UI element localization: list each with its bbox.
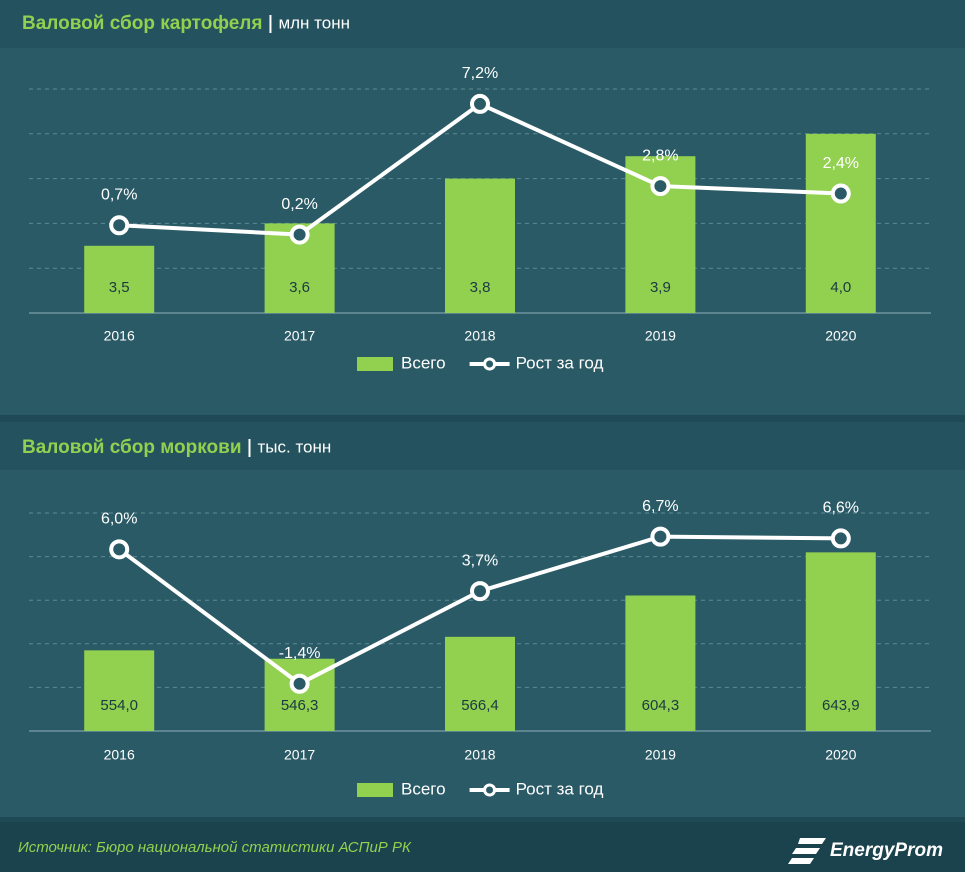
line-value-label: 0,2%	[281, 196, 317, 213]
x-tick-label: 2016	[104, 328, 135, 344]
x-tick-label: 2017	[284, 747, 315, 763]
chart-title: Валовой сбор картофеля	[22, 13, 262, 34]
bar-value-label: 604,3	[642, 697, 680, 714]
legend-marker	[483, 783, 497, 797]
line-point	[109, 539, 130, 560]
line-value-label: 6,0%	[101, 511, 137, 528]
bar-value-label: 3,9	[650, 279, 671, 296]
bar	[805, 133, 876, 313]
bar-value-label: 3,8	[470, 279, 491, 296]
header-band	[0, 0, 965, 48]
chart-title: Валовой сбор моркови	[22, 437, 242, 458]
chart-unit: млн тонн	[278, 13, 350, 32]
line-value-label: 7,2%	[462, 65, 498, 82]
line-value-label: 2,8%	[642, 147, 678, 164]
x-tick-label: 2017	[284, 328, 315, 344]
legend-marker	[483, 357, 497, 371]
bar-value-label: 546,3	[281, 697, 319, 714]
logo: EnergyProm	[788, 838, 943, 864]
source: Источник: Бюро национальной статистики А…	[18, 839, 412, 856]
line-value-label: 6,7%	[642, 498, 678, 515]
line-point	[289, 673, 310, 694]
bar-value-label: 4,0	[830, 279, 851, 296]
x-tick-label: 2020	[825, 328, 856, 344]
bar	[84, 245, 155, 313]
x-tick-label: 2016	[104, 747, 135, 763]
x-tick-label: 2019	[645, 747, 676, 763]
line-value-label: 2,4%	[823, 155, 859, 172]
chart-unit: тыс. тонн	[258, 437, 332, 456]
x-tick-label: 2018	[464, 747, 495, 763]
bar	[445, 178, 515, 313]
bar-value-label: 566,4	[461, 697, 499, 714]
line-point	[470, 93, 490, 114]
bar	[84, 650, 155, 731]
line-point	[650, 526, 671, 547]
bar-value-label: 3,6	[289, 279, 310, 296]
logo-icon	[788, 838, 826, 864]
line-point	[289, 224, 310, 245]
legend-swatch	[357, 357, 393, 371]
bar-value-label: 643,9	[822, 697, 860, 714]
legend-swatch	[357, 783, 393, 797]
legend-label: Всего	[401, 779, 446, 798]
legend-label: Рост за год	[516, 779, 604, 798]
x-tick-label: 2018	[464, 328, 495, 344]
line-point	[830, 528, 851, 549]
logo-text: EnergyProm	[830, 840, 943, 861]
line-point	[830, 183, 851, 204]
legend-label: Всего	[401, 353, 446, 372]
bar-value-label: 3,5	[109, 279, 130, 296]
x-tick-label: 2020	[825, 747, 856, 763]
bar-value-label: 554,0	[100, 697, 138, 714]
line-value-label: 3,7%	[462, 552, 498, 569]
header-band	[0, 422, 965, 470]
line-point	[470, 581, 490, 602]
legend-label: Рост за год	[516, 353, 604, 372]
bar	[445, 636, 515, 731]
line-point	[109, 215, 130, 236]
panel	[0, 422, 965, 817]
line-point	[650, 176, 671, 197]
line-value-label: 6,6%	[823, 500, 859, 517]
line-value-label: 0,7%	[101, 186, 137, 203]
bar	[625, 595, 696, 731]
x-tick-label: 2019	[645, 328, 676, 344]
line-value-label: -1,4%	[279, 645, 321, 662]
bar	[805, 552, 876, 731]
